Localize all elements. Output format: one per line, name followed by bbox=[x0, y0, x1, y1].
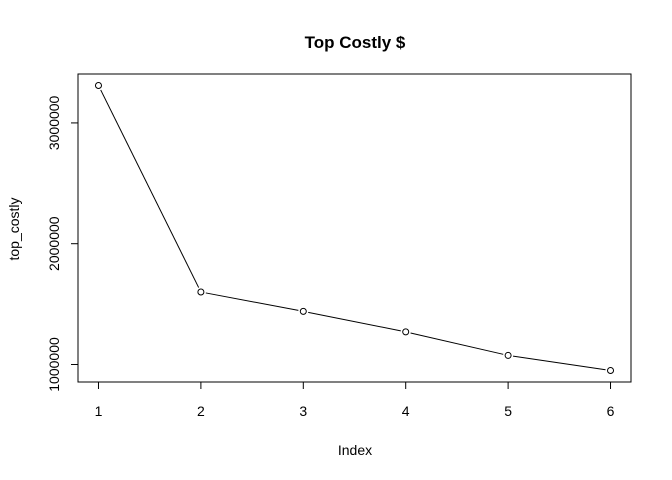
plot-frame bbox=[77, 73, 632, 383]
x-tick-label: 5 bbox=[504, 403, 512, 419]
series-line-segment bbox=[308, 311, 401, 332]
data-point bbox=[299, 307, 307, 315]
x-tick-label: 2 bbox=[197, 403, 205, 419]
series-layer bbox=[94, 81, 615, 375]
y-axis: 1000000 2000000 3000000 bbox=[46, 95, 79, 392]
series-line-segment bbox=[205, 292, 299, 311]
series-line-segment bbox=[410, 332, 504, 355]
y-tick-label: 2000000 bbox=[46, 216, 62, 271]
series-line-segment bbox=[512, 355, 606, 371]
y-tick-label: 3000000 bbox=[46, 95, 62, 150]
x-tick-label: 1 bbox=[95, 403, 103, 419]
data-point bbox=[402, 328, 410, 336]
x-axis-label: Index bbox=[338, 442, 372, 458]
data-point bbox=[197, 288, 205, 296]
x-tick-label: 3 bbox=[299, 403, 307, 419]
data-point bbox=[607, 367, 615, 375]
data-point bbox=[504, 351, 512, 359]
series-line-segment bbox=[100, 89, 200, 288]
x-tick-label: 6 bbox=[607, 403, 615, 419]
chart-title: Top Costly $ bbox=[305, 33, 406, 52]
x-axis: 1 2 3 4 5 6 bbox=[95, 381, 615, 419]
x-tick-label: 4 bbox=[402, 403, 410, 419]
y-tick-label: 1000000 bbox=[46, 337, 62, 392]
data-point bbox=[94, 81, 102, 89]
y-axis-label: top_costly bbox=[6, 197, 22, 260]
